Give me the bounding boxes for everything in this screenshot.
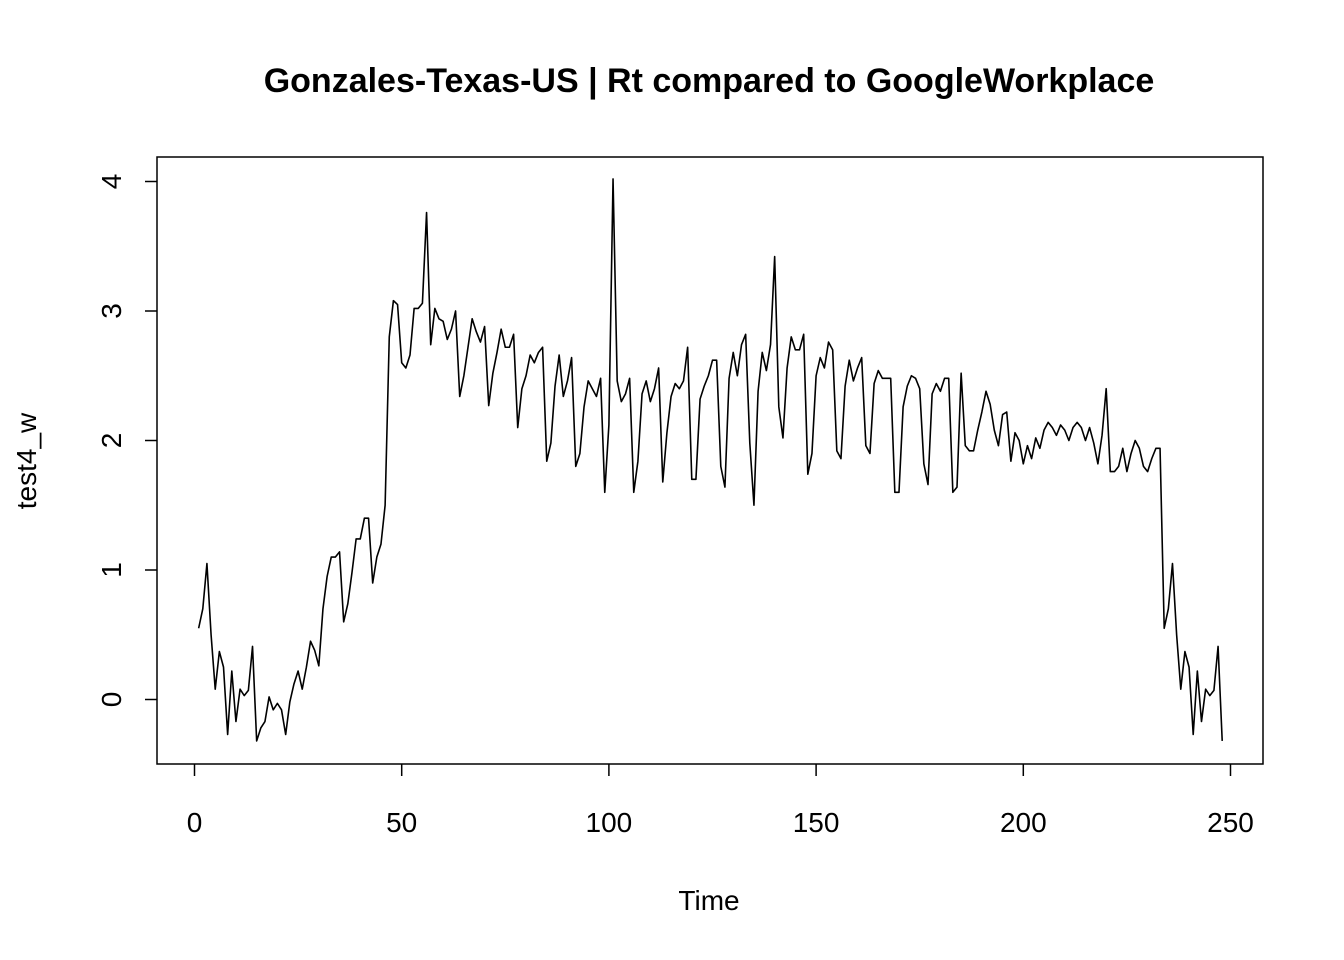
x-tick-label-0: 0 bbox=[187, 807, 203, 838]
y-tick-label-4: 4 bbox=[96, 174, 127, 190]
y-tick-label-3: 3 bbox=[96, 303, 127, 319]
y-axis: 0 1 2 3 4 bbox=[96, 174, 157, 708]
y-axis-label: test4_w bbox=[11, 412, 42, 509]
x-axis-label: Time bbox=[678, 885, 739, 916]
x-tick-label-1: 50 bbox=[386, 807, 417, 838]
x-tick-label-2: 100 bbox=[586, 807, 633, 838]
y-tick-label-2: 2 bbox=[96, 433, 127, 449]
series-line bbox=[197, 178, 1224, 742]
chart-title: Gonzales-Texas-US | Rt compared to Googl… bbox=[264, 62, 1155, 100]
x-tick-label-3: 150 bbox=[793, 807, 840, 838]
x-tick-label-5: 250 bbox=[1207, 807, 1254, 838]
x-axis: 0 50 100 150 200 250 bbox=[187, 764, 1254, 838]
y-tick-label-1: 1 bbox=[96, 562, 127, 578]
y-tick-label-0: 0 bbox=[96, 692, 127, 708]
plot-frame bbox=[156, 156, 1264, 765]
x-tick-label-4: 200 bbox=[1000, 807, 1047, 838]
